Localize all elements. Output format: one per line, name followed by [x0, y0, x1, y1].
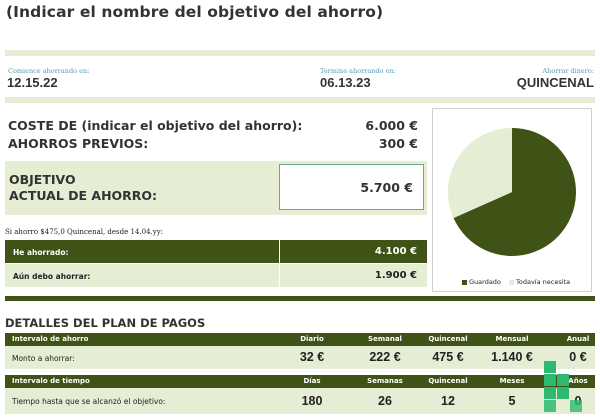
plan-title: DETALLES DEL PLAN DE PAGOS	[5, 316, 206, 330]
page-title: (Indicar el nombre del objetivo del ahor…	[6, 3, 384, 21]
interval-col-yearly: Anual	[566, 335, 590, 343]
end-date-value[interactable]: 06.13.23	[320, 75, 371, 90]
cost-value[interactable]: 6.000 €	[365, 118, 418, 133]
overlay-square	[544, 387, 556, 399]
time-days[interactable]: 180	[301, 394, 323, 408]
time-col-months: Meses	[499, 377, 525, 385]
owe-label: Aún debo ahorrar:	[13, 272, 91, 281]
amount-biweekly[interactable]: 475 €	[432, 350, 464, 364]
goal-label: OBJETIVO ACTUAL DE AHORRO:	[9, 172, 157, 204]
top-divider	[5, 50, 595, 56]
legend-remaining-label: Todavía necesita	[516, 278, 571, 286]
owe-value[interactable]: 1.900 €	[374, 270, 417, 281]
amount-yearly[interactable]: 0 €	[569, 350, 587, 364]
interval-col-monthly: Mensual	[495, 335, 529, 343]
time-label: Tiempo hasta que se alcanzó el objetivo:	[12, 397, 166, 406]
time-weeks[interactable]: 26	[378, 394, 392, 408]
chart-legend: Guardado Todavía necesita	[462, 278, 570, 286]
time-months[interactable]: 5	[508, 394, 516, 408]
saved-label: He ahorrado:	[13, 248, 69, 257]
interval-col-biweekly: Quincenal	[428, 335, 468, 343]
saved-value[interactable]: 4.100 €	[374, 246, 417, 257]
overlay-square	[544, 361, 556, 373]
interval-header-label: Intervalo de ahorro	[12, 335, 89, 343]
legend-swatch-saved	[462, 279, 467, 285]
goal-value: 5.700 €	[360, 180, 413, 195]
cost-label: COSTE DE (indicar el objetivo del ahorro…	[8, 118, 303, 133]
frequency-value[interactable]: QUINCENAL	[516, 75, 594, 90]
pie-slice-remaining	[448, 128, 512, 219]
plan-divider	[5, 296, 595, 301]
goal-label-line-1: OBJETIVO	[9, 172, 76, 187]
amount-monthly[interactable]: 1.140 €	[491, 350, 533, 364]
previous-savings-value[interactable]: 300 €	[378, 136, 418, 151]
saved-value-divider	[279, 240, 280, 287]
amount-weekly[interactable]: 222 €	[369, 350, 401, 364]
amount-row	[5, 346, 595, 369]
owe-row: Aún debo ahorrar: 1.900 €	[5, 264, 427, 287]
start-date-value[interactable]: 12.15.22	[7, 75, 58, 90]
overlay-square	[544, 374, 556, 386]
frequency-label: Ahorrar dinero:	[542, 67, 594, 75]
overlay-square	[544, 400, 556, 412]
end-date-label: Termine ahorrando en:	[320, 67, 396, 75]
saved-row: He ahorrado: 4.100 €	[5, 240, 427, 263]
overlay-square	[557, 387, 569, 399]
interval-col-weekly: Semanal	[368, 335, 402, 343]
savings-note: Si ahorro $475,0 Quincenal, desde 14.04.…	[5, 228, 164, 236]
goal-value-box[interactable]: 5.700 €	[279, 164, 424, 210]
goal-label-line-2: ACTUAL DE AHORRO:	[9, 188, 158, 203]
time-col-days: Días	[303, 377, 321, 385]
start-date-label: Comience ahorrando en:	[8, 67, 90, 75]
amount-daily[interactable]: 32 €	[299, 350, 325, 364]
legend-swatch-remaining	[509, 279, 514, 285]
time-header-label: Intervalo de tiempo	[12, 377, 90, 385]
interval-col-daily: Diario	[300, 335, 324, 343]
pie-slice-saved	[453, 128, 576, 256]
time-header-row	[5, 375, 595, 388]
amount-label: Monto a ahorrar:	[12, 354, 75, 363]
time-col-weeks: Semanas	[367, 377, 403, 385]
legend-saved-label: Guardado	[469, 278, 501, 286]
pie-chart	[448, 128, 576, 256]
header-divider	[5, 97, 595, 103]
time-biweekly[interactable]: 12	[441, 394, 455, 408]
time-row	[5, 388, 595, 414]
previous-savings-label: AHORROS PREVIOS:	[8, 136, 149, 151]
overlay-square	[570, 400, 582, 412]
overlay-square	[557, 374, 569, 386]
time-col-years: Años	[568, 377, 588, 385]
chart-panel: Guardado Todavía necesita	[432, 108, 592, 292]
interval-header-row	[5, 333, 595, 346]
time-col-biweekly: Quincenal	[428, 377, 468, 385]
